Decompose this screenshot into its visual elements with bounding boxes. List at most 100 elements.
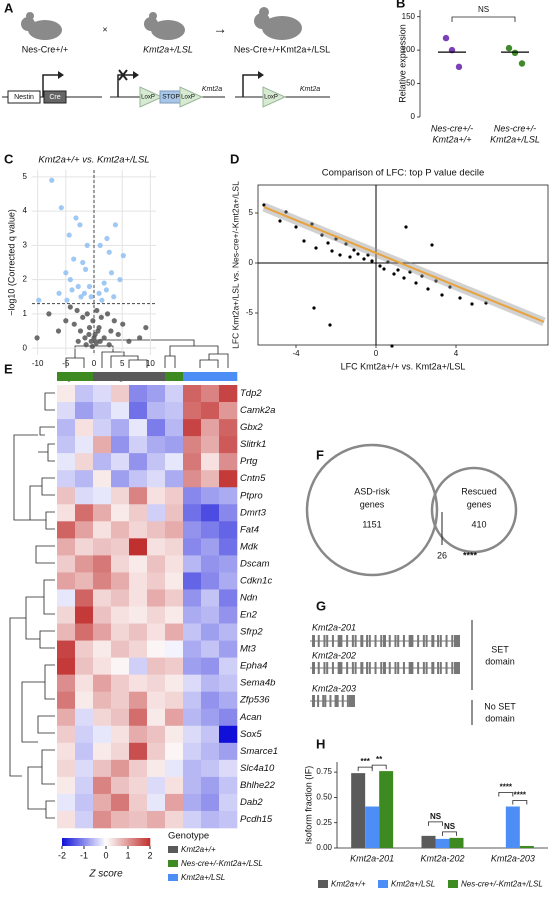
gene-label: Dscam (240, 558, 270, 569)
significance-label: NS (430, 812, 442, 821)
heatmap-cell (201, 759, 220, 778)
heatmap-cell (93, 402, 112, 420)
heatmap-cell (129, 385, 148, 403)
heatmap-cell (75, 487, 94, 505)
gene-label: Cntn5 (240, 473, 266, 484)
gene-label: Cdkn1c (240, 575, 272, 586)
heatmap-cell (129, 402, 148, 420)
heatmap-cell (75, 453, 94, 471)
data-point (82, 335, 88, 341)
data-point (96, 290, 102, 296)
heatmap-cell (75, 385, 94, 403)
significance-bracket (357, 766, 373, 772)
heatmap-cell (129, 657, 148, 675)
gene-label: Sema4b (240, 678, 275, 689)
column-annotation (201, 372, 220, 381)
heatmap-cell (219, 487, 238, 505)
y-tick-label: 100 (402, 45, 416, 54)
heatmap-cell (165, 538, 184, 556)
heatmap-cell (111, 385, 130, 403)
heatmap-cell (219, 708, 238, 727)
x-tick-label: 0 (374, 349, 379, 358)
heatmap-cell (165, 487, 184, 505)
heatmap-cell (165, 419, 184, 437)
heatmap-cell (201, 504, 220, 522)
data-point (88, 294, 94, 300)
y-tick-label: 150 (402, 12, 416, 21)
heatmap-cell (219, 538, 238, 556)
heatmap-cell (129, 487, 148, 505)
x-tick-label: -4 (292, 349, 300, 358)
data-point (378, 264, 382, 268)
heatmap-cell (129, 538, 148, 556)
data-point (98, 314, 104, 320)
y-tick-label: -5 (246, 308, 254, 317)
heatmap-cell (183, 623, 202, 641)
significance-label: NS (478, 5, 489, 14)
heatmap-cell (165, 742, 184, 761)
bar (519, 845, 534, 848)
heatmap-cell (147, 538, 166, 556)
heatmap-cell (111, 657, 130, 675)
data-point (101, 280, 107, 286)
colorbar-segment (125, 838, 129, 846)
panel-label: G (316, 598, 326, 613)
heatmap-cell (57, 691, 76, 710)
data-point (348, 255, 352, 259)
data-point (344, 242, 348, 246)
gene-label: Zfp536 (239, 695, 270, 706)
data-point (442, 34, 450, 42)
heatmap-cell (57, 810, 76, 829)
colorbar-segment (136, 838, 140, 846)
exon (312, 695, 315, 707)
data-point (97, 242, 103, 248)
data-point (314, 246, 318, 250)
data-point (77, 222, 83, 228)
exon (411, 662, 414, 674)
colorbar-segment (119, 838, 122, 846)
heatmap-cell (219, 504, 238, 522)
exon (337, 662, 341, 674)
significance-bracket (428, 821, 443, 826)
exon (360, 635, 364, 647)
exon (422, 662, 425, 674)
exon (451, 635, 454, 647)
data-point (75, 283, 81, 290)
heatmap-cell (129, 521, 148, 539)
significance-label: **** (514, 791, 527, 800)
heatmap-cell (165, 504, 184, 522)
legend-label: Kmt2a+/+ (181, 845, 216, 854)
heatmap-cell (75, 623, 94, 641)
heatmap-cell (147, 640, 166, 658)
exon (323, 662, 326, 674)
heatmap-cell (165, 470, 184, 488)
y-tick-label: 1 (23, 309, 28, 318)
exon (322, 695, 325, 707)
colorbar-segment (88, 838, 91, 846)
bar (449, 837, 464, 848)
data-point (101, 335, 107, 341)
heatmap-cell (147, 776, 166, 795)
heatmap-cell (111, 402, 130, 420)
gene-label: Fat4 (240, 524, 259, 535)
heatmap-cell (57, 725, 76, 744)
heatmap-cell (93, 419, 112, 437)
heatmap-cell (147, 606, 166, 624)
set-name: ASD-risk (354, 486, 390, 496)
exon (368, 662, 371, 674)
heatmap-cell (219, 572, 238, 590)
y-tick-label: 0 (23, 343, 28, 352)
colorbar-segment (106, 838, 109, 846)
exon (374, 662, 377, 674)
colorbar-tick-label: -1 (80, 850, 88, 860)
heatmap-cell (111, 419, 130, 437)
exon (417, 635, 420, 647)
heatmap-cell (147, 385, 166, 403)
exon (439, 635, 442, 647)
heatmap-cell (111, 555, 130, 573)
heatmap-cell (201, 623, 220, 641)
exon (360, 662, 364, 674)
heatmap-cell (111, 691, 130, 710)
colorbar-segment (143, 838, 146, 846)
exon (388, 662, 391, 674)
